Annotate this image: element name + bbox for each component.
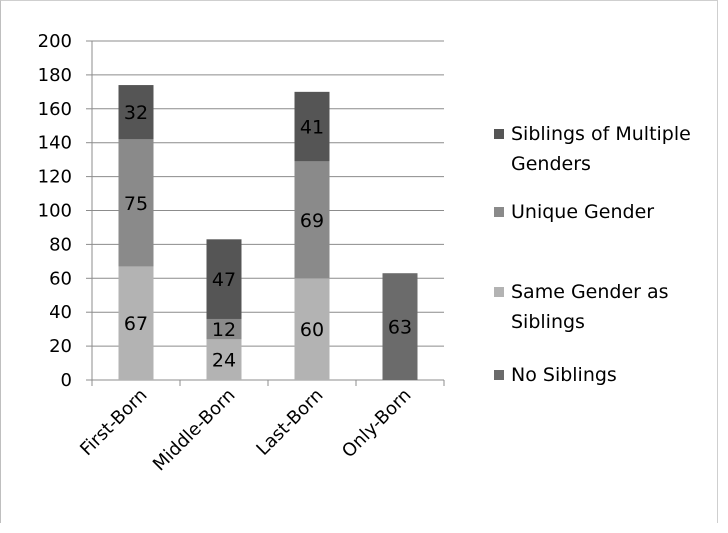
bar-segment — [118, 139, 154, 267]
bar-segment — [294, 161, 330, 279]
y-tick-label: 120 — [38, 167, 72, 188]
bar-segment — [294, 278, 330, 380]
data-label: 24 — [212, 350, 236, 372]
x-tick-label: Middle-Born — [149, 385, 240, 476]
legend-label: Same Gender as Siblings — [511, 281, 669, 333]
x-tick-label: Only-Born — [338, 385, 416, 463]
legend-swatch — [494, 370, 504, 380]
y-tick-label: 140 — [38, 133, 72, 154]
legend-label-line: No Siblings — [511, 364, 617, 386]
legend-label-line: Unique Gender — [511, 201, 654, 223]
legend-label: No Siblings — [511, 364, 617, 386]
legend: Siblings of Multiple Genders Unique Gender… — [494, 123, 691, 386]
bar-segment — [118, 85, 154, 140]
y-tick-label: 100 — [38, 201, 72, 222]
chart-frame — [0, 0, 718, 523]
data-label: 32 — [124, 102, 148, 124]
bar-segment — [206, 339, 242, 380]
legend-label-line: Genders — [511, 153, 591, 175]
y-tick-label: 80 — [49, 234, 72, 255]
x-tick-label: First-Born — [76, 385, 151, 460]
x-tick-label: Last-Born — [252, 385, 327, 460]
data-label: 67 — [124, 313, 148, 335]
data-label: 12 — [212, 319, 236, 341]
legend-label-line: Siblings of Multiple — [511, 123, 691, 145]
y-tick-label: 20 — [49, 336, 72, 357]
data-label: 69 — [300, 210, 324, 232]
data-label: 47 — [212, 269, 236, 291]
bar-segment — [382, 273, 418, 380]
data-label: 75 — [124, 193, 148, 215]
legend-label-line: Same Gender as — [511, 281, 669, 303]
data-label: 41 — [300, 117, 324, 139]
y-tick-label: 40 — [49, 302, 72, 323]
bar-segment — [294, 91, 330, 162]
y-tick-label: 0 — [61, 370, 72, 391]
bar-segment — [118, 266, 154, 380]
y-tick-label: 60 — [49, 268, 72, 289]
legend-swatch — [494, 207, 504, 217]
data-labels: 67 75 32 24 12 47 60 69 41 63 — [124, 102, 412, 371]
legend-swatch — [494, 129, 504, 139]
bar-segment — [206, 318, 242, 340]
y-tick-label: 200 — [38, 31, 72, 52]
legend-swatch — [494, 287, 504, 297]
legend-label-line: Siblings — [511, 311, 585, 333]
data-label: 60 — [300, 319, 324, 341]
legend-label: Unique Gender — [511, 201, 654, 223]
legend-label: Siblings of Multiple Genders — [511, 123, 691, 175]
bars — [118, 85, 418, 380]
bar-segment — [206, 239, 242, 319]
y-tick-label: 160 — [38, 99, 72, 120]
data-label: 63 — [388, 317, 412, 339]
y-tick-label: 180 — [38, 65, 72, 86]
